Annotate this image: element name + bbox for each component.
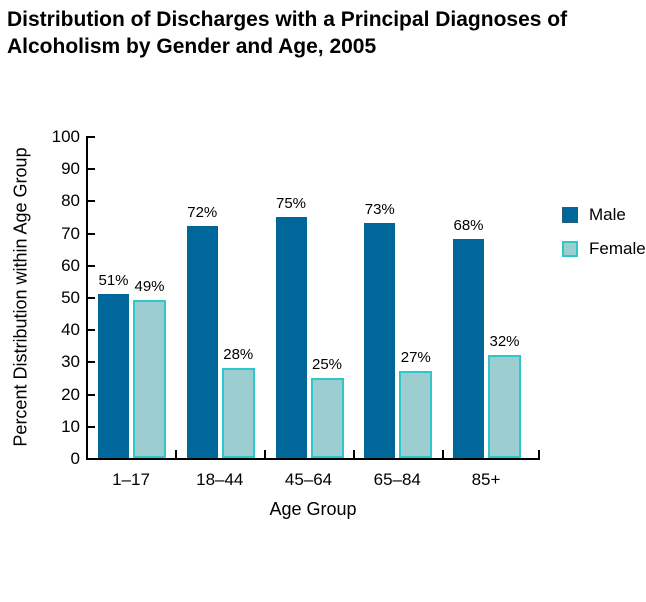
x-category-label: 85+ xyxy=(471,470,501,489)
y-tick-label: 100 xyxy=(51,127,80,146)
legend-item-female: Female xyxy=(562,239,646,259)
bar-male xyxy=(275,216,307,458)
bar-value-label-female: 49% xyxy=(134,278,165,296)
x-category-label: 45–64 xyxy=(284,470,333,489)
y-tick-label: 40 xyxy=(61,320,80,340)
y-tick xyxy=(88,200,95,203)
female-color-swatch xyxy=(562,241,578,257)
legend-item-male: Male xyxy=(562,205,646,225)
y-tick-label: 30 xyxy=(61,352,80,372)
x-category-label: 65–84 xyxy=(373,470,421,489)
y-tick xyxy=(88,136,95,138)
y-tick xyxy=(88,361,95,364)
bar-female xyxy=(221,367,255,458)
bar-female xyxy=(399,371,433,458)
x-tick xyxy=(175,450,178,458)
bar-male xyxy=(186,226,218,458)
y-tick xyxy=(88,425,95,428)
bar-female xyxy=(133,300,166,458)
y-tick-label: 20 xyxy=(61,384,80,404)
chart-title: Distribution of Discharges with a Princi… xyxy=(7,6,643,60)
source-line-1: Source: AHRQ, Center for Delivery, Organ… xyxy=(7,598,643,602)
x-tick xyxy=(352,450,355,458)
bar-male xyxy=(98,293,129,458)
x-category-label: 1–17 xyxy=(112,470,150,489)
y-tick xyxy=(88,168,95,171)
bar-value-label-female: 27% xyxy=(400,349,431,367)
bar-value-label-female: 28% xyxy=(223,345,254,363)
legend-label-male: Male xyxy=(589,205,626,224)
x-axis-end-tick xyxy=(538,450,540,458)
bar-male xyxy=(364,222,396,458)
y-tick-label: 80 xyxy=(61,191,80,211)
source-note: Source: AHRQ, Center for Delivery, Organ… xyxy=(7,560,643,602)
x-category-label: 18–44 xyxy=(196,470,244,489)
y-tick-label: 70 xyxy=(61,223,80,243)
y-tick-label: 10 xyxy=(61,416,80,436)
y-tick xyxy=(88,264,95,267)
bar-value-label-male: 75% xyxy=(275,194,307,212)
bar-value-label-male: 73% xyxy=(364,200,395,218)
y-tick-label: 50 xyxy=(61,288,80,307)
y-tick xyxy=(88,329,95,332)
bar-female xyxy=(310,377,344,458)
bar-male xyxy=(453,239,484,458)
bar-value-label-female: 32% xyxy=(489,332,520,350)
y-tick xyxy=(88,297,95,299)
y-tick-label: 90 xyxy=(61,159,80,179)
y-tick-label: 60 xyxy=(61,255,80,275)
x-tick xyxy=(264,450,267,458)
legend: Male Female xyxy=(562,205,646,259)
bar-value-label-male: 68% xyxy=(453,217,484,235)
x-tick xyxy=(441,450,444,458)
y-axis-line xyxy=(86,136,88,460)
legend-label-female: Female xyxy=(589,239,646,258)
y-tick-label: 0 xyxy=(70,449,80,468)
bar-value-label-male: 51% xyxy=(98,271,129,289)
y-tick xyxy=(88,232,95,235)
bar-value-label-male: 72% xyxy=(187,204,218,222)
bar-value-label-female: 25% xyxy=(311,355,343,373)
x-axis-title: Age Group xyxy=(269,499,357,519)
y-tick xyxy=(88,393,95,396)
bar-female xyxy=(488,354,521,458)
chart-title-line-2: Alcoholism by Gender and Age, 2005 xyxy=(7,35,377,58)
male-color-swatch xyxy=(562,207,578,223)
x-axis-line xyxy=(86,458,540,460)
chart-title-line-1: Distribution of Discharges with a Princi… xyxy=(7,8,568,31)
